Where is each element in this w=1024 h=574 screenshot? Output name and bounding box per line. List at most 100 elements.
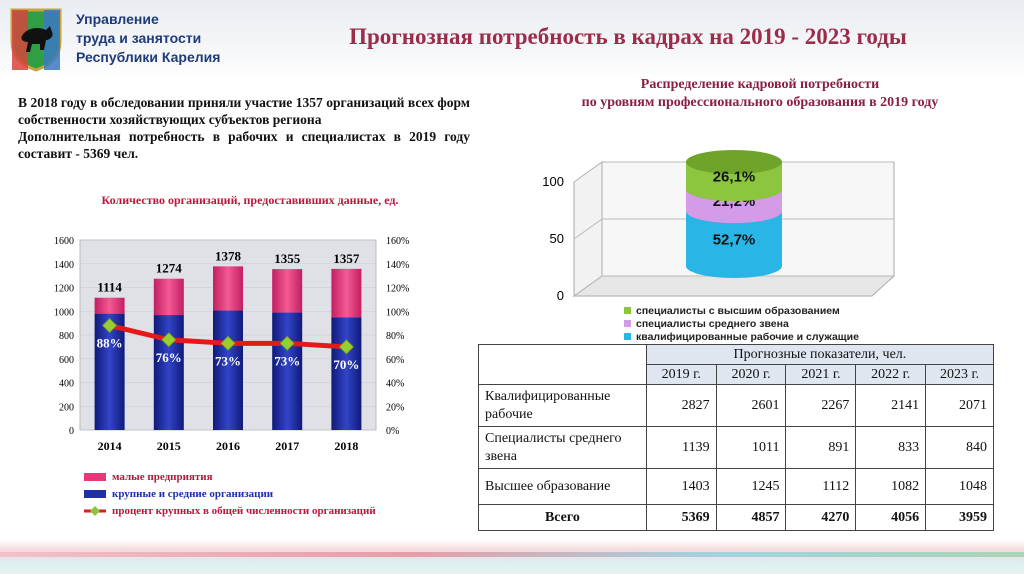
table-year-header: 2019 г.: [645, 364, 717, 385]
table-cell: 1139: [645, 426, 717, 469]
bar-small-enterprises: [272, 269, 303, 313]
table-total-cell: 4270: [785, 504, 857, 531]
table-header-group-row: Прогнозные показатели, чел.: [478, 344, 995, 385]
table-cell: 833: [855, 426, 927, 469]
percent-marker: [220, 335, 236, 351]
cylinder-segment: [686, 211, 782, 278]
percent-label: 88%: [97, 336, 123, 351]
x-tick-label: 2018: [334, 439, 358, 453]
percent-label: 73%: [215, 353, 241, 368]
segment-label: 52,7%: [713, 232, 756, 249]
distribution-chart-title: Распределение кадровой потребности по ур…: [520, 76, 1000, 112]
bar-large-enterprises: [272, 312, 303, 430]
y-tick-label: 200: [59, 402, 74, 413]
legend-line-marker-icon: [84, 505, 106, 516]
y-tick-label: 1600: [54, 236, 74, 247]
floor-plane: [572, 275, 896, 297]
legend-swatch-middle: [624, 320, 631, 327]
legend-middle-level: специалисты среднего звена: [624, 317, 859, 330]
table-corner-cell: [478, 344, 647, 385]
legend-label-higher: специалисты с высшим образованием: [636, 304, 840, 317]
page-title: Прогнозная потребность в кадрах на 2019 …: [349, 24, 907, 49]
y2-tick-label: 100%: [386, 307, 409, 318]
forecast-table: Прогнозные показатели, чел. 2019 г. 2020…: [478, 344, 995, 531]
percent-marker: [102, 317, 118, 334]
cylinder-segment-top: [686, 150, 782, 174]
organizations-bar-chart: 0 200 400 600 800 1000 1200 1400 1600 0% 20% 40% 60%…: [54, 236, 409, 453]
legend-small-enterprises: малые предприятия: [84, 468, 376, 485]
intro-paragraph-2: Дополнительная потребность в рабочих и с…: [18, 129, 470, 161]
y2-tick-label: 140%: [386, 260, 409, 271]
legend-swatch-higher: [624, 307, 631, 314]
bar-large-enterprises: [331, 317, 362, 430]
y-tick-label: 1400: [54, 260, 74, 271]
table-cell: 1048: [925, 468, 994, 505]
bar-small-enterprises: [213, 266, 243, 311]
y-tick-label: 0: [557, 288, 564, 302]
bar-small-enterprises: [331, 268, 362, 318]
table-cell: 840: [925, 426, 994, 469]
table-year-header: 2023 г.: [925, 364, 994, 385]
distribution-title-line-2: по уровням профессионального образования…: [581, 95, 939, 110]
legend-swatch-workers: [624, 333, 631, 340]
legend-swatch-small: [84, 472, 106, 481]
table-cell: 1245: [715, 468, 787, 505]
intro-paragraph-1: В 2018 году в обследовании приняли участ…: [18, 95, 470, 127]
footer-band: [0, 540, 1024, 574]
bar-small-enterprises: [94, 297, 125, 314]
table-cell: 2267: [785, 384, 857, 427]
legend-large-enterprises: крупные и средние организации: [84, 485, 376, 502]
table-total-cell: 4056: [855, 504, 927, 531]
x-tick-label: 2015: [157, 439, 181, 453]
table-row-label: Квалифицированные рабочие: [478, 384, 647, 427]
bar-large-enterprises: [213, 310, 243, 430]
x-tick-label: 2014: [98, 439, 122, 453]
table-row: Специалисты среднего звена 1139 1011 891…: [478, 426, 994, 469]
y-tick-label: 1000: [54, 307, 74, 318]
table-year-header: 2022 г.: [855, 364, 927, 385]
percent-label: 76%: [156, 350, 182, 365]
y2-tick-label: 160%: [386, 236, 409, 247]
organization-name: Управление труда и занятости Республики …: [76, 10, 220, 67]
org-line-3: Республики Карелия: [76, 49, 221, 65]
table-row-label: Высшее образование: [478, 468, 647, 505]
gridline: [573, 218, 603, 240]
y-tick-label: 400: [59, 379, 74, 390]
y-tick-label: 50: [550, 231, 564, 246]
y2-tick-label: 40%: [386, 379, 404, 390]
percent-label: 70%: [333, 357, 359, 372]
table-year-header: 2021 г.: [785, 364, 857, 385]
y-tick-label: 1200: [54, 284, 74, 295]
organizations-chart-title: Количество организаций, предоставивших д…: [101, 193, 399, 207]
table-cell: 2071: [925, 384, 994, 427]
legend-label-workers: квалифицированные рабочие и служащие: [636, 330, 859, 343]
intro-text: В 2018 году в обследовании приняли участ…: [18, 94, 470, 162]
table-cell: 891: [785, 426, 857, 469]
legend-higher-education: специалисты с высшим образованием: [624, 304, 859, 317]
distribution-title-line-1: Распределение кадровой потребности: [640, 77, 880, 92]
y2-tick-label: 60%: [386, 355, 404, 366]
bar-total-label: 1357: [333, 251, 360, 266]
table-row-label: Специалисты среднего звена: [478, 426, 647, 469]
table-total-cell: 3959: [925, 504, 994, 531]
table-cell: 1082: [855, 468, 927, 505]
table-row: Квалифицированные рабочие 2827 2601 2267…: [478, 384, 994, 427]
karelia-emblem-icon: [10, 8, 62, 72]
legend-label-percent: процент крупных в общей численности орга…: [112, 504, 376, 517]
table-header-group: Прогнозные показатели, чел.: [645, 344, 995, 365]
table-total-cell: 5369: [645, 504, 717, 531]
percent-marker: [338, 339, 354, 355]
table-total-cell: 4857: [715, 504, 787, 531]
gridline: [573, 161, 603, 183]
x-tick-label: 2017: [275, 439, 299, 453]
y2-tick-label: 0%: [386, 426, 399, 437]
segment-label: 26,1%: [713, 169, 756, 186]
table-cell: 2601: [715, 384, 787, 427]
legend-label-small: малые предприятия: [112, 470, 213, 483]
legend-label-large: крупные и средние организации: [112, 487, 274, 500]
bar-total-label: 1274: [156, 261, 183, 276]
legend-workers: квалифицированные рабочие и служащие: [624, 330, 859, 343]
org-line-2: труда и занятости: [76, 30, 202, 46]
y2-tick-label: 120%: [386, 284, 409, 295]
